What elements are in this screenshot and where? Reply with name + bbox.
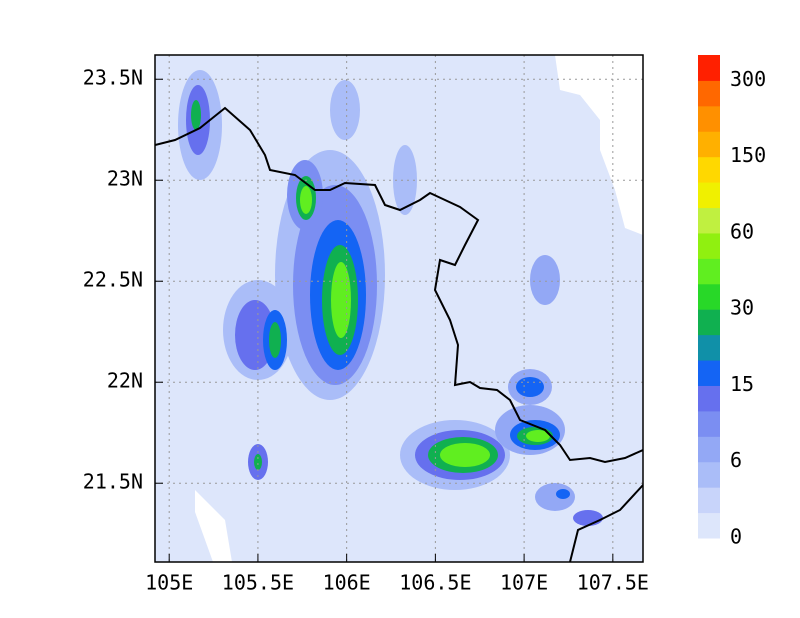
colorbar-box [698, 156, 720, 183]
colorbar-label: 0 [730, 525, 742, 549]
colorbar-box [698, 80, 720, 107]
colorbar-label: 15 [730, 372, 754, 396]
y-tick-label: 23.5N [83, 66, 143, 90]
colorbar-box [698, 258, 720, 285]
y-tick-label: 22.5N [83, 268, 143, 292]
x-tick-label: 106E [323, 571, 371, 595]
y-tick-label: 23N [107, 167, 143, 191]
colorbar-box [698, 461, 720, 488]
x-tick-label: 107E [500, 571, 548, 595]
colorbar-label: 150 [730, 143, 766, 167]
x-tick-label: 107.5E [577, 571, 649, 595]
colorbar-label: 60 [730, 219, 754, 243]
colorbar-label: 300 [730, 67, 766, 91]
colorbar-box [698, 334, 720, 361]
x-tick-label: 106.5E [399, 571, 471, 595]
border-line [155, 106, 643, 464]
map-field [155, 55, 643, 562]
colorbar-box [698, 207, 720, 234]
colorbar-box [698, 232, 720, 259]
y-tick-label: 21.5N [83, 470, 143, 494]
x-tick-label: 105.5E [222, 571, 294, 595]
colorbar-box [698, 360, 720, 386]
missing-area [555, 55, 643, 235]
colorbar-box [698, 131, 720, 158]
grid [155, 55, 643, 562]
border-line [569, 484, 643, 562]
y-tick-label: 22N [107, 369, 143, 393]
colorbar-box [698, 55, 720, 81]
colorbar-box [698, 105, 720, 132]
plot-frame [154, 54, 644, 563]
axis-ticks: 105E 105.5E 106E 106.5E 107E 107.5E 21.5N 22N 22… [83, 66, 649, 595]
colorbar-box [698, 436, 720, 463]
colorbar-box [698, 309, 720, 336]
colorbar-box [698, 283, 720, 310]
colorbar-box [698, 410, 720, 437]
precip-blobs [178, 70, 603, 526]
x-tick-label: 105E [145, 571, 193, 595]
colorbar-label: 6 [730, 448, 742, 472]
colorbar-box [698, 487, 720, 514]
colorbar-label: 30 [730, 296, 754, 320]
colorbar-box [698, 182, 720, 209]
colorbar: 0 6 15 30 60 150 300 [698, 55, 766, 549]
colorbar-box [698, 385, 720, 412]
missing-area [195, 490, 232, 562]
colorbar-box [698, 512, 720, 539]
